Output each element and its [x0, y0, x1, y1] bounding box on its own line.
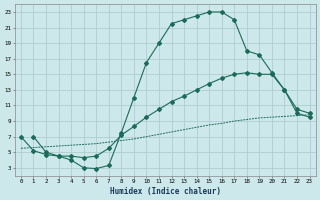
X-axis label: Humidex (Indice chaleur): Humidex (Indice chaleur) [110, 187, 221, 196]
